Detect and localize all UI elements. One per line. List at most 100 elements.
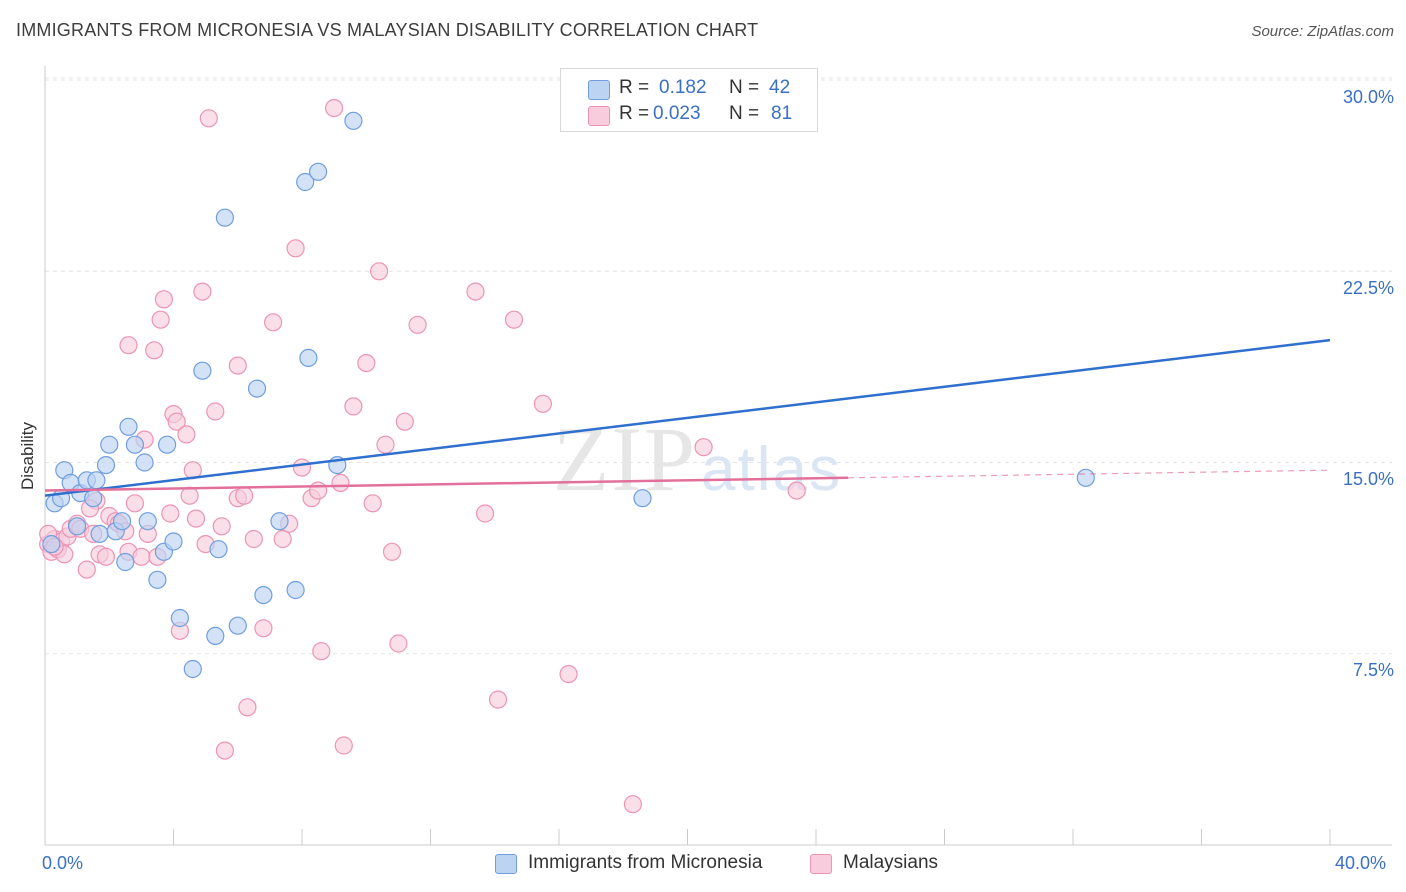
malaysians-point-68 (408, 315, 427, 334)
legend-item-micronesia[interactable]: Immigrants from Micronesia (495, 852, 795, 876)
malaysians-point-29 (161, 504, 180, 523)
stats-row-micronesia: R = 0.182 N = 42 (561, 77, 817, 103)
malaysians-point-71 (488, 690, 508, 709)
micronesia-point-9 (90, 524, 109, 544)
malaysians-point-21 (125, 494, 144, 513)
y-tick-label-7.5: 7.5% (1352, 660, 1394, 680)
malaysians-point-37 (193, 282, 212, 301)
malaysians-point-77 (787, 481, 806, 500)
micronesia-point-25 (193, 361, 212, 380)
y-tick-label-22.5: 22.5% (1342, 278, 1394, 298)
micronesia-point-21 (158, 435, 177, 454)
stats-row-malaysians: R = 0.023 N = 81 (561, 103, 817, 129)
malaysians-point-62 (363, 494, 382, 513)
malaysians-point-76 (694, 438, 713, 457)
malaysians-point-34 (180, 486, 199, 505)
micronesia-point-13 (112, 512, 132, 531)
micronesia-point-27 (209, 540, 228, 559)
malaysians-point-48 (254, 619, 273, 638)
malaysians-point-74 (559, 664, 578, 684)
watermark-zip: ZIP (553, 408, 697, 510)
micronesia-point-40 (1076, 468, 1095, 487)
micronesia-point-4 (67, 517, 87, 536)
malaysians-swatch (588, 106, 610, 126)
malaysians-point-59 (334, 736, 353, 755)
legend-label-malaysians: Malaysians (843, 852, 939, 873)
micronesia-point-26 (206, 626, 225, 646)
micronesia-point-36 (309, 162, 328, 181)
malaysians-point-50 (273, 529, 292, 549)
malaysians-point-44 (228, 356, 247, 375)
malaysians-point-72 (504, 310, 524, 329)
micronesia-point-11 (100, 435, 119, 454)
malaysians-point-20 (119, 336, 138, 355)
chart-title: IMMIGRANTS FROM MICRONESIA VS MALAYSIAN … (16, 20, 759, 40)
malaysians-point-58 (331, 473, 350, 492)
trend-line-malaysians-extension (848, 469, 1331, 479)
r-label: R = (619, 77, 650, 98)
micronesia-point-14 (116, 552, 135, 572)
malaysians-point-27 (151, 310, 170, 329)
r-value-malaysians: 0.023 (653, 103, 701, 124)
micronesia-point-22 (164, 532, 183, 551)
legend-item-malaysians[interactable]: Malaysians (810, 852, 970, 876)
micronesia-point-17 (135, 453, 154, 472)
micronesia-point-15 (119, 417, 138, 436)
axes (44, 66, 1392, 846)
stats-box: R = 0.182 N = 42 R = 0.023 N = 81 (560, 68, 818, 132)
micronesia-point-33 (286, 580, 305, 600)
legend-label-micronesia: Immigrants from Micronesia (528, 852, 763, 873)
micronesia-point-34 (296, 172, 315, 192)
malaysians-point-75 (623, 795, 643, 814)
y-tick-label-30: 30.0% (1342, 87, 1394, 107)
legend-swatch-micronesia (495, 854, 517, 874)
malaysians-point-14 (96, 547, 116, 566)
malaysians-point-61 (357, 354, 376, 373)
malaysians-point-57 (325, 98, 344, 118)
micronesia-point-19 (148, 570, 167, 589)
y-tick-label-15: 15.0% (1342, 469, 1394, 489)
micronesia-point-35 (299, 348, 318, 367)
r-value-micronesia: 0.182 (659, 77, 707, 98)
micronesia-point-23 (170, 608, 189, 628)
malaysians-point-64 (376, 435, 395, 454)
n-value-malaysians: 81 (771, 103, 793, 124)
micronesia-point-30 (247, 379, 267, 398)
malaysians-point-36 (186, 509, 206, 528)
malaysians-point-31 (167, 412, 186, 431)
malaysians-point-33 (177, 425, 196, 444)
micronesia-point-16 (125, 435, 144, 454)
y-axis-title: Disability (18, 421, 37, 491)
micronesia-point-18 (138, 512, 157, 531)
malaysians-point-49 (264, 313, 283, 332)
n-value-micronesia: 42 (769, 77, 791, 98)
malaysians-point-45 (235, 486, 254, 505)
micronesia-point-7 (84, 489, 103, 508)
micronesia-points (42, 111, 1095, 679)
malaysians-points (39, 98, 806, 814)
malaysians-point-40 (206, 402, 225, 421)
n-label: N = (729, 77, 760, 98)
malaysians-point-65 (382, 542, 402, 561)
malaysians-point-47 (244, 529, 263, 549)
malaysians-point-25 (145, 341, 164, 360)
malaysians-point-55 (309, 481, 328, 500)
source-credit: Source: ZipAtlas.com (1251, 23, 1394, 40)
micronesia-point-41 (42, 534, 61, 554)
malaysians-point-41 (212, 517, 231, 536)
r-label: R = (619, 103, 650, 124)
watermark-atlas: atlas (701, 435, 842, 504)
malaysians-point-70 (476, 504, 495, 523)
micronesia-point-8 (87, 471, 106, 490)
malaysians-point-46 (238, 698, 257, 717)
watermark: ZIPatlas (553, 408, 842, 510)
grid-lines (45, 77, 1392, 655)
malaysians-point-42 (215, 741, 234, 760)
micronesia-swatch (588, 80, 610, 100)
x-tick-label-min: 0.0% (42, 853, 84, 873)
trend-line-malaysians (44, 476, 849, 492)
micronesia-point-39 (633, 489, 652, 508)
malaysians-point-66 (389, 634, 408, 653)
malaysians-point-22 (132, 547, 151, 566)
